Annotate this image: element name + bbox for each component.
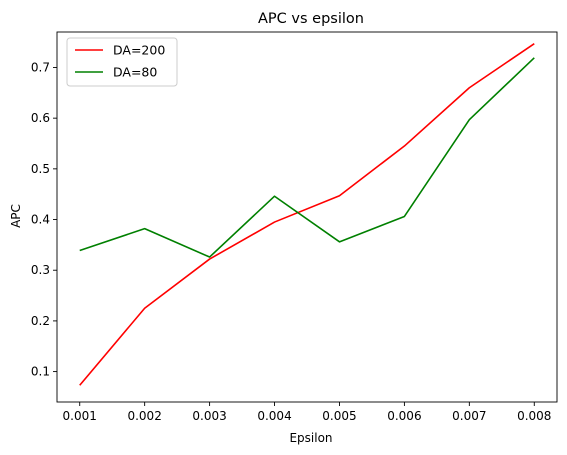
x-tick-label: 0.006	[387, 409, 421, 423]
y-tick-label: 0.6	[31, 111, 50, 125]
y-tick-label: 0.2	[31, 314, 50, 328]
y-tick-label: 0.1	[31, 365, 50, 379]
chart-title: APC vs epsilon	[258, 11, 364, 27]
x-tick-label: 0.008	[517, 409, 551, 423]
legend-label-1: DA=80	[113, 65, 157, 80]
y-axis-label: APC	[9, 204, 23, 228]
plot-area: 0.001 0.002 0.003 0.004 0.005 0.006 0.007 0.008…	[31, 31, 558, 423]
x-tick-label: 0.007	[452, 409, 486, 423]
series-line-1	[79, 57, 535, 258]
series-line-0	[79, 42, 535, 386]
axes-frame	[56, 31, 558, 403]
y-tick-label: 0.7	[31, 60, 50, 74]
y-tick-label: 0.4	[31, 213, 50, 227]
legend-label-0: DA=200	[113, 43, 165, 58]
x-tick-label: 0.002	[127, 409, 161, 423]
x-tick-label: 0.003	[192, 409, 226, 423]
x-tick-label: 0.001	[63, 409, 97, 423]
y-tick-label: 0.3	[31, 263, 50, 277]
x-axis-label: Epsilon	[289, 431, 332, 445]
x-tick-label: 0.005	[322, 409, 356, 423]
y-tick-label: 0.5	[31, 162, 50, 176]
x-tick-label: 0.004	[257, 409, 291, 423]
